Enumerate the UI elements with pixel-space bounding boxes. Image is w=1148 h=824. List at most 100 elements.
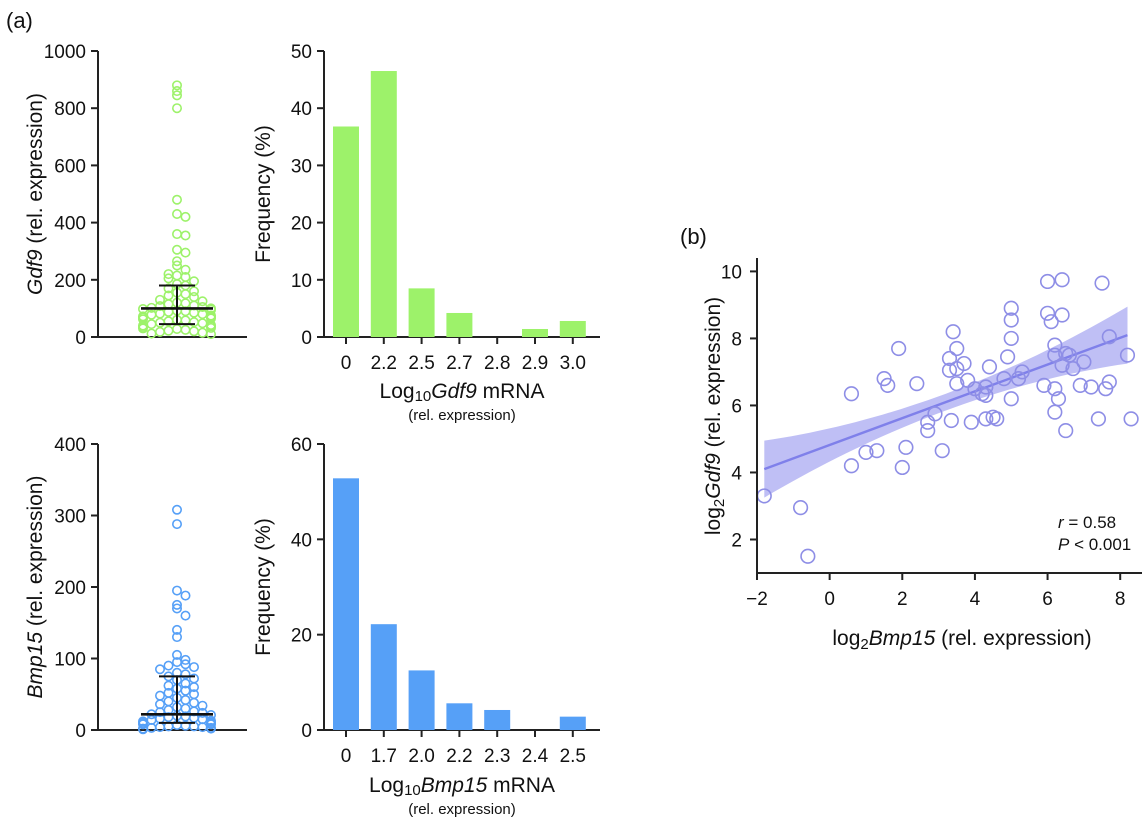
gdf9-dot-ytick-label: 200 [54,271,86,292]
scatter-point [880,377,896,393]
bmp15-hist-bar [446,703,473,730]
scatter-point [756,488,772,504]
scatter-point [1039,305,1056,321]
bmp15-dot-point [172,649,183,660]
gdf9-hist-x-label: Log10Gdf9 mRNA [380,380,545,405]
bmp15-dot-point [163,660,174,671]
gdf9-hist-xtick-label: 3.0 [560,353,586,374]
bmp15-dot-ytick-label: 100 [54,650,86,671]
bmp15-hist-bar [559,716,586,730]
scatter-point [927,406,943,422]
gdf9-dot-point [155,294,166,305]
bmp15-hist-y-label: Frequency (%) [252,518,275,656]
scatter-point [1054,307,1070,323]
scatter-point [1123,411,1139,427]
scatter-point [949,340,965,357]
gdf9-dot-point [155,326,166,337]
gdf9-dot-point [197,327,208,338]
gdf9-dot-point [206,322,217,333]
gdf9-hist-x-sublabel: (rel. expression) [408,407,516,424]
gdf9-dot-point [163,325,174,336]
bmp15-hist-xtick-label: 1.7 [371,746,397,767]
gdf9-dot-point [189,326,200,337]
corr-ytick-label: 4 [731,463,742,484]
scatter-point [941,350,958,367]
bmp15-hist-xtick-label: 0 [341,746,352,767]
gdf9-dot-point [180,264,191,275]
corr-xtick-label: 0 [824,589,835,610]
bmp15-hist-bar [333,478,359,730]
bmp15-dot-ytick-label: 400 [54,435,86,456]
bmp15-dot-point [189,682,200,693]
bmp15-dot-point [172,603,183,614]
scatter-point [843,458,860,474]
scatter-point [943,412,959,429]
corr-xtick-label: −2 [746,589,768,610]
scatter-point [1003,312,1019,328]
bmp15-dot-point [172,624,183,635]
scatter-point [894,459,910,476]
bmp15-hist-xtick-label: 2.3 [484,746,510,767]
corr-p-annotation: P < 0.001 [1058,535,1131,554]
bmp15-dot-point [180,678,191,689]
bmp15-hist-ytick-label: 40 [291,530,312,551]
bmp15-dot-point [172,599,183,610]
gdf9-dot-ytick-label: 0 [75,328,86,349]
scatter-point [1000,349,1016,365]
bmp15-dot-point [172,519,183,530]
gdf9-hist-bar [408,288,435,337]
bmp15-hist-ytick-label: 20 [291,626,312,647]
gdf9-dot-point [172,209,183,220]
scatter-point [1003,330,1019,347]
bmp15-hist-xtick-label: 2.2 [446,746,472,767]
scatter-point [898,439,914,455]
gdf9-dot-point [172,229,183,240]
scatter-point [1047,381,1063,397]
bmp15-hist-bar [370,624,397,730]
gdf9-dot-point [180,298,191,309]
scatter-point [956,355,972,372]
scatter-point [941,362,958,378]
gdf9-dot-point [163,283,174,294]
scatter-point [1058,422,1074,439]
gdf9-hist-xtick-label: 2.8 [484,353,510,374]
scatter-point [981,359,998,375]
scatter-point [1036,377,1052,393]
gdf9-dot-point [180,230,191,241]
bmp15-dot-ytick-label: 200 [54,578,86,599]
bmp15-dot-ytick-label: 0 [75,721,86,742]
panel-a-label: (a) [6,8,33,33]
gdf9-dot-point [197,296,208,307]
gdf9-dot-point [172,244,183,255]
scatter-point [978,411,994,427]
bmp15-dot-point [138,724,149,735]
gdf9-hist-bar [522,328,548,337]
gdf9-dot-ytick-label: 1000 [44,42,86,63]
gdf9-dot-point [189,286,200,297]
gdf9-dot-point [189,291,200,302]
bmp15-dot-point [172,504,183,515]
bmp15-dot-point [189,662,200,673]
scatter-point [1050,391,1067,407]
bmp15-dot-point [180,590,191,601]
corr-x-label: log2Bmp15 (rel. expression) [832,627,1091,653]
gdf9-dot-point [163,273,174,284]
scatter-point [1054,272,1070,288]
bmp15-dot-point [189,697,200,708]
scatter-point [1083,379,1099,395]
gdf9-hist-xtick-label: 2.5 [408,353,434,374]
scatter-point [1072,377,1088,393]
bmp15-dot-point [197,700,208,711]
gdf9-dot-ytick-label: 400 [54,214,86,235]
gdf9-dot-ytick-label: 800 [54,99,86,120]
corr-xtick-label: 2 [897,589,908,610]
bmp15-dot-point [172,585,183,596]
gdf9-dot-point [206,329,217,340]
gdf9-dot-ytick-label: 600 [54,156,86,177]
gdf9-hist-xtick-label: 2.2 [371,353,397,374]
gdf9-dot-point [189,276,200,287]
corr-ytick-label: 2 [731,530,742,551]
bmp15-dot-point [138,719,149,730]
corr-xtick-label: 4 [970,589,981,610]
bmp15-hist-ytick-label: 0 [301,721,312,742]
